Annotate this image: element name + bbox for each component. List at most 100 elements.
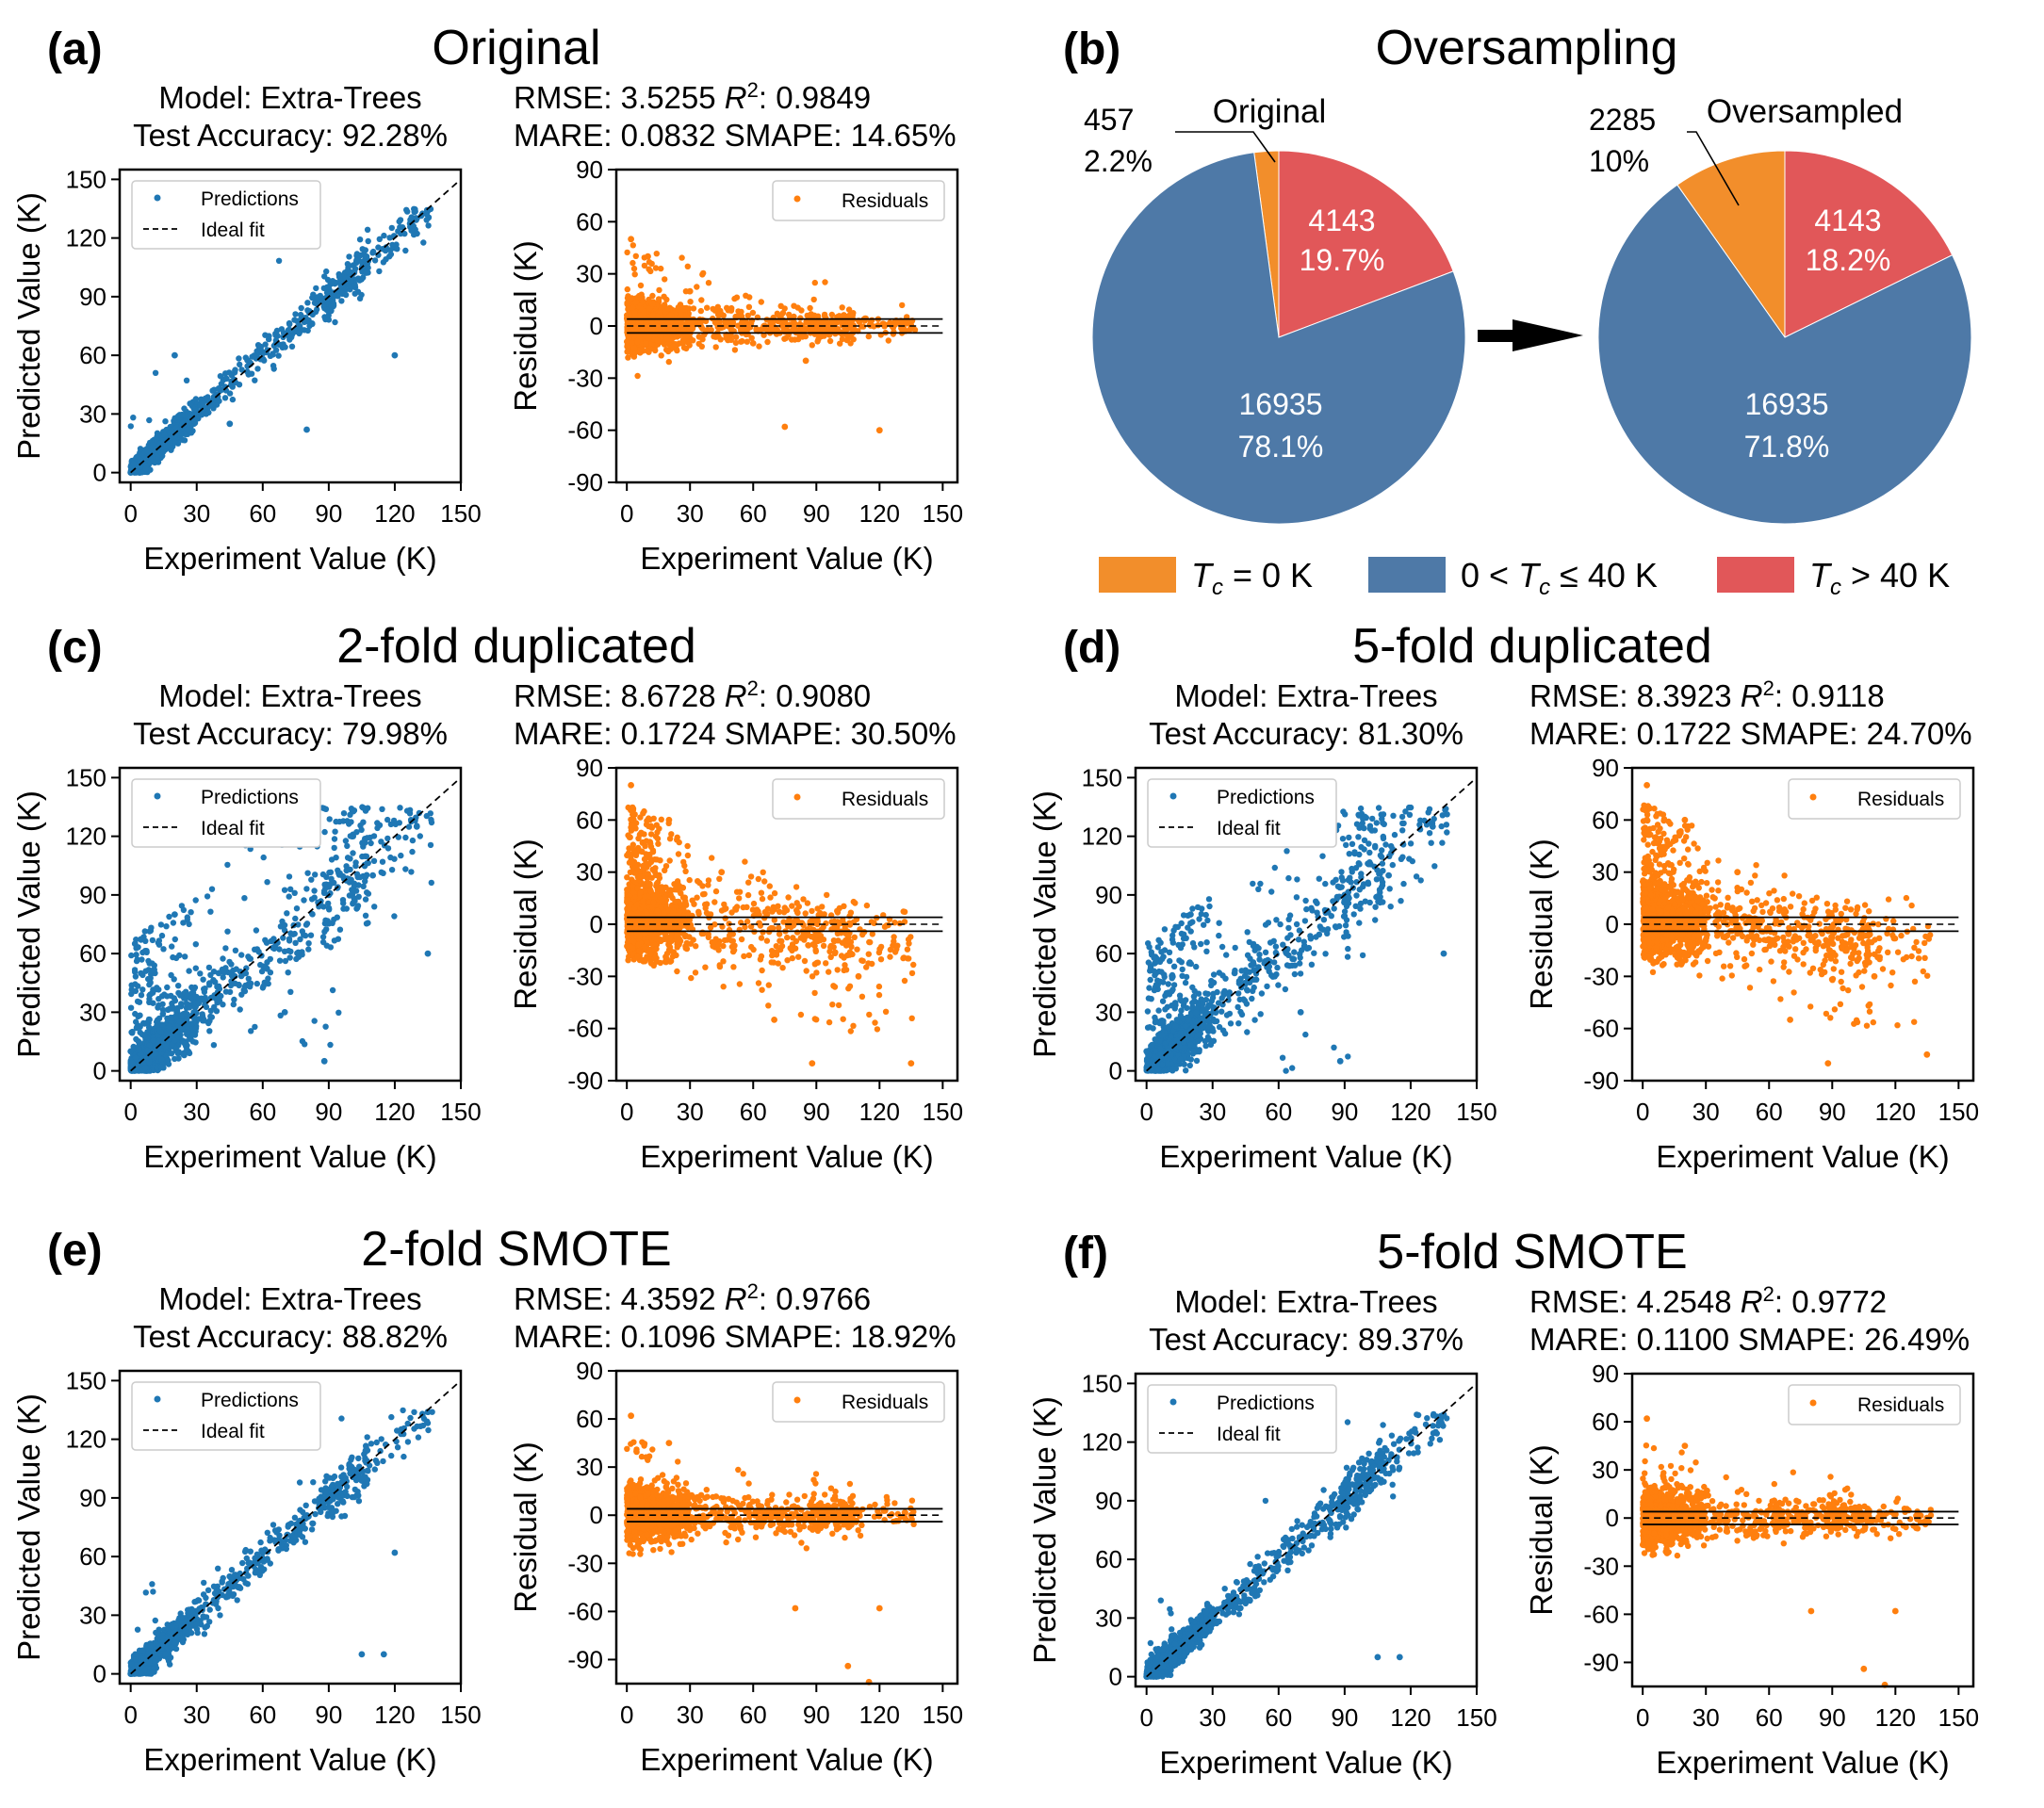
prediction-point (293, 905, 301, 912)
y-axis-label: Residual (K) (508, 240, 543, 412)
prediction-point (165, 1006, 172, 1014)
prediction-point (364, 226, 371, 233)
residual-point (736, 895, 743, 902)
prediction-point (221, 395, 229, 401)
residual-point (624, 249, 630, 256)
prediction-point (307, 932, 315, 938)
prediction-point (192, 1025, 200, 1032)
prediction-point (291, 889, 298, 896)
prediction-point (186, 968, 192, 974)
prediction-point (420, 239, 427, 246)
prediction-point (379, 806, 385, 812)
prediction-point (143, 447, 150, 454)
residual-point (695, 908, 702, 915)
prediction-point (340, 818, 347, 824)
prediction-point (375, 244, 382, 251)
prediction-point (252, 946, 258, 953)
prediction-point (286, 954, 293, 961)
residual-point (796, 325, 803, 333)
residual-point (821, 313, 828, 319)
residual-point (628, 295, 635, 302)
residual-point (738, 936, 745, 943)
prediction-point (247, 955, 253, 962)
prediction-point (128, 986, 135, 993)
prediction-point (303, 920, 311, 927)
y-tick-label: 0 (590, 312, 603, 340)
prediction-point (149, 989, 156, 996)
residual-point (803, 968, 809, 974)
prediction-point (222, 945, 229, 952)
prediction-point (313, 285, 319, 292)
prediction-point (166, 1022, 172, 1030)
prediction-point (143, 949, 150, 955)
prediction-point (132, 981, 139, 987)
prediction-point (387, 821, 395, 828)
residual-point (662, 276, 668, 283)
residual-point (875, 427, 883, 434)
prediction-point (192, 965, 199, 971)
prediction-points (127, 205, 434, 476)
residual-point (791, 302, 797, 309)
prediction-point (145, 957, 152, 965)
prediction-point (248, 370, 255, 377)
prediction-point (297, 311, 304, 318)
prediction-point (412, 208, 418, 215)
prediction-point (303, 426, 310, 433)
residual-point (694, 284, 700, 290)
prediction-point (146, 1017, 153, 1023)
residual-point (646, 259, 653, 266)
prediction-point (265, 975, 271, 982)
residual-point (678, 311, 684, 318)
y-tick-label: 30 (576, 260, 603, 288)
prediction-point (331, 879, 337, 887)
residual-point (637, 282, 645, 289)
residual-point (679, 336, 687, 343)
x-tick-label: 30 (677, 499, 704, 528)
residual-point (665, 358, 672, 366)
prediction-point (222, 965, 229, 971)
prediction-point (204, 893, 211, 900)
prediction-point (136, 999, 143, 1005)
prediction-point (241, 987, 249, 995)
prediction-point (175, 983, 182, 989)
y-tick-label: 90 (576, 155, 603, 184)
prediction-point (127, 1048, 135, 1055)
prediction-point (178, 1013, 185, 1019)
prediction-point (428, 816, 434, 823)
prediction-point (329, 278, 336, 285)
prediction-point (328, 307, 335, 314)
prediction-point (323, 926, 330, 933)
prediction-point (286, 873, 293, 880)
prediction-point (331, 937, 338, 944)
prediction-point (333, 855, 339, 861)
residual-point (658, 352, 664, 359)
prediction-point (182, 953, 188, 960)
residual-points (624, 236, 919, 434)
prediction-point (325, 289, 333, 297)
prediction-point (146, 999, 153, 1006)
residual-point (797, 315, 804, 321)
prediction-point (402, 866, 409, 872)
prediction-point (184, 917, 190, 923)
prediction-point (413, 823, 420, 830)
prediction-point (204, 405, 211, 412)
legend-predictions-label: Predictions (201, 188, 299, 210)
prediction-point (252, 1023, 258, 1031)
y-tick-label: 90 (79, 283, 106, 311)
prediction-point (179, 1051, 187, 1058)
prediction-point (350, 850, 356, 856)
prediction-point (327, 944, 335, 951)
rmse-value: RMSE: 8.6728 (514, 678, 716, 713)
residual-point (655, 840, 662, 847)
residual-point (698, 343, 705, 350)
prediction-point (259, 985, 267, 991)
residual-point (624, 285, 630, 293)
panel-letter: (a) (47, 24, 103, 74)
prediction-point (370, 857, 378, 864)
prediction-point (296, 330, 303, 337)
prediction-point (322, 1023, 329, 1030)
residual-point (738, 308, 744, 316)
prediction-point (183, 377, 190, 383)
prediction-point (207, 908, 214, 915)
